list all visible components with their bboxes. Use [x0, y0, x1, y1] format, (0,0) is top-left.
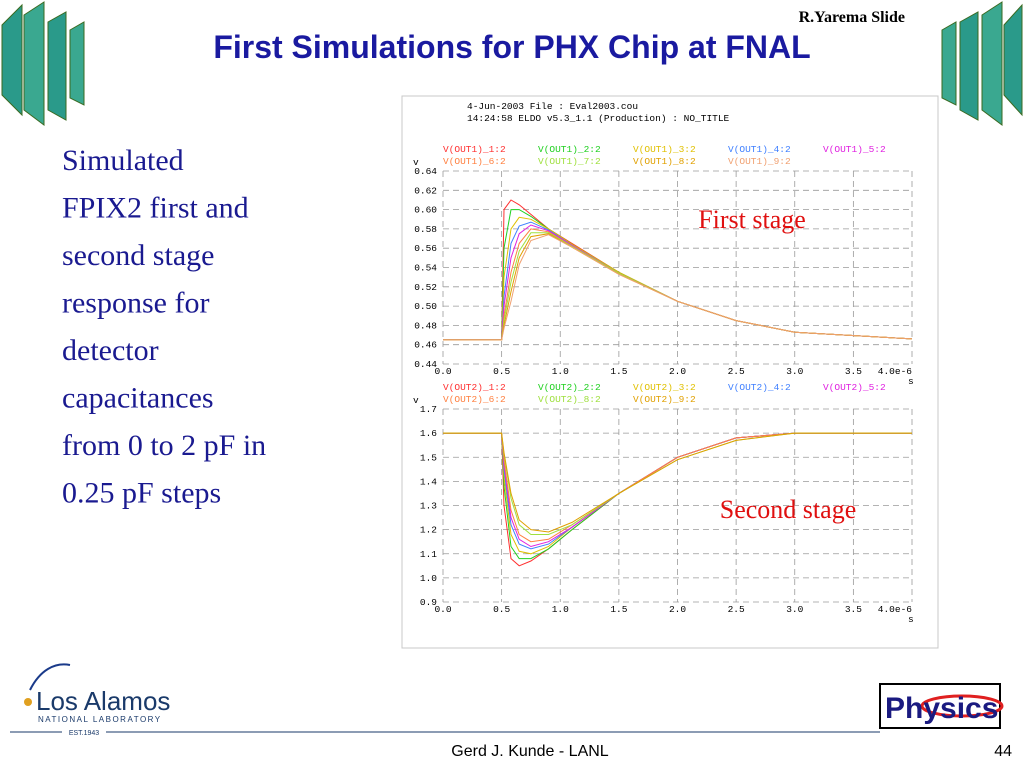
legend-entry: V(OUT2)_9:2 — [633, 394, 696, 405]
legend-entry: V(OUT1)_3:2 — [633, 144, 696, 155]
body-line: from 0 to 2 pF in — [62, 429, 266, 462]
legend-entry: V(OUT2)_1:2 — [443, 382, 506, 393]
y-tick-label: 1.3 — [420, 501, 437, 512]
footer: Gerd J. Kunde - LANL — [451, 743, 609, 760]
y-tick-label: 0.64 — [414, 166, 437, 177]
body-line: 0.25 pF steps — [62, 477, 221, 510]
y-tick-label: 0.58 — [414, 224, 437, 235]
y-tick-label: 0.52 — [414, 282, 437, 293]
legend-entry: V(OUT1)_4:2 — [728, 144, 791, 155]
x-tick-label: 3.5 — [845, 604, 862, 615]
page-number: 44 — [994, 743, 1012, 760]
x-tick-label: 2.0 — [669, 366, 686, 377]
legend-entry: V(OUT2)_3:2 — [633, 382, 696, 393]
corner-decoration — [1, 1, 1023, 126]
y-tick-label: 0.9 — [420, 597, 437, 608]
y-tick-label: 0.60 — [414, 205, 437, 216]
x-tick-label: 1.0 — [552, 366, 569, 377]
y-tick-label: 1.1 — [420, 549, 437, 560]
x-tick-label: 3.0 — [786, 604, 803, 615]
legend-entry: V(OUT2)_5:2 — [823, 382, 886, 393]
slide-title: First Simulations for PHX Chip at FNAL — [213, 29, 810, 65]
series-line — [443, 432, 912, 543]
y-tick-label: 0.62 — [414, 185, 437, 196]
legend-entry: V(OUT1)_8:2 — [633, 156, 696, 167]
logo-name: Los Alamos — [36, 686, 170, 716]
x-axis-label: s — [908, 376, 914, 387]
y-tick-label: 1.5 — [420, 452, 437, 463]
x-tick-label: 3.5 — [845, 366, 862, 377]
y-tick-label: 1.0 — [420, 573, 437, 584]
legend-entry: V(OUT2)_8:2 — [538, 394, 601, 405]
legend-entry: V(OUT1)_5:2 — [823, 144, 886, 155]
body-line: Simulated — [62, 144, 184, 177]
y-tick-label: 1.6 — [420, 428, 437, 439]
series-line — [443, 432, 912, 533]
annotation: Second stage — [720, 495, 856, 524]
body-line: detector — [62, 334, 159, 367]
x-tick-label: 1.0 — [552, 604, 569, 615]
legend-entry: V(OUT1)_1:2 — [443, 144, 506, 155]
y-tick-label: 0.50 — [414, 301, 437, 312]
legend-entry: V(OUT1)_7:2 — [538, 156, 601, 167]
x-tick-label: 1.5 — [610, 366, 627, 377]
annotation: First stage — [698, 205, 806, 234]
y-tick-label: 1.4 — [420, 476, 437, 487]
y-tick-label: 0.44 — [414, 359, 437, 370]
x-tick-label: 0.0 — [434, 366, 451, 377]
physics-logo: Physics — [879, 683, 1004, 729]
logo-sub: NATIONAL LABORATORY — [38, 715, 162, 724]
x-axis-label: s — [908, 614, 914, 625]
y-tick-label: 0.48 — [414, 320, 437, 331]
logo-physics: Physics — [885, 692, 998, 725]
legend-entry: V(OUT2)_6:2 — [443, 394, 506, 405]
legend-entry: V(OUT1)_6:2 — [443, 156, 506, 167]
legend-entry: V(OUT1)_9:2 — [728, 156, 791, 167]
body-line: response for — [62, 287, 209, 320]
y-axis-label: v — [413, 395, 419, 406]
x-tick-label: 4.0e-6 — [878, 604, 913, 615]
body-line: second stage — [62, 239, 214, 272]
lanl-logo: Los Alamos NATIONAL LABORATORY EST.1943 — [10, 663, 880, 737]
y-tick-label: 0.56 — [414, 243, 437, 254]
body-text: Simulated FPIX2 first and second stage resp… — [62, 144, 266, 510]
logo-est: EST.1943 — [69, 730, 99, 737]
x-tick-label: 0.5 — [493, 604, 510, 615]
y-tick-label: 1.2 — [420, 525, 437, 536]
x-tick-label: 2.5 — [728, 604, 745, 615]
plot-frame — [401, 95, 939, 649]
y-tick-label: 0.46 — [414, 340, 437, 351]
x-tick-label: 3.0 — [786, 366, 803, 377]
y-axis-label: v — [413, 157, 419, 168]
legend-entry: V(OUT1)_2:2 — [538, 144, 601, 155]
y-tick-label: 1.7 — [420, 404, 437, 415]
plot-header: 14:24:58 ELDO v5.3_1.1 (Production) : NO… — [467, 113, 730, 124]
x-tick-label: 2.5 — [728, 366, 745, 377]
series-line — [443, 234, 913, 341]
x-tick-label: 1.5 — [610, 604, 627, 615]
body-line: capacitances — [62, 382, 214, 415]
x-tick-label: 0.5 — [493, 366, 510, 377]
credit: R.Yarema Slide — [799, 9, 905, 26]
legend-entry: V(OUT2)_2:2 — [538, 382, 601, 393]
plot-header: 4-Jun-2003 File : Eval2003.cou — [467, 101, 638, 112]
body-line: FPIX2 first and — [62, 192, 249, 225]
x-tick-label: 4.0e-6 — [878, 366, 913, 377]
legend-entry: V(OUT2)_4:2 — [728, 382, 791, 393]
x-tick-label: 2.0 — [669, 604, 686, 615]
x-tick-label: 0.0 — [434, 604, 451, 615]
y-tick-label: 0.54 — [414, 263, 437, 274]
